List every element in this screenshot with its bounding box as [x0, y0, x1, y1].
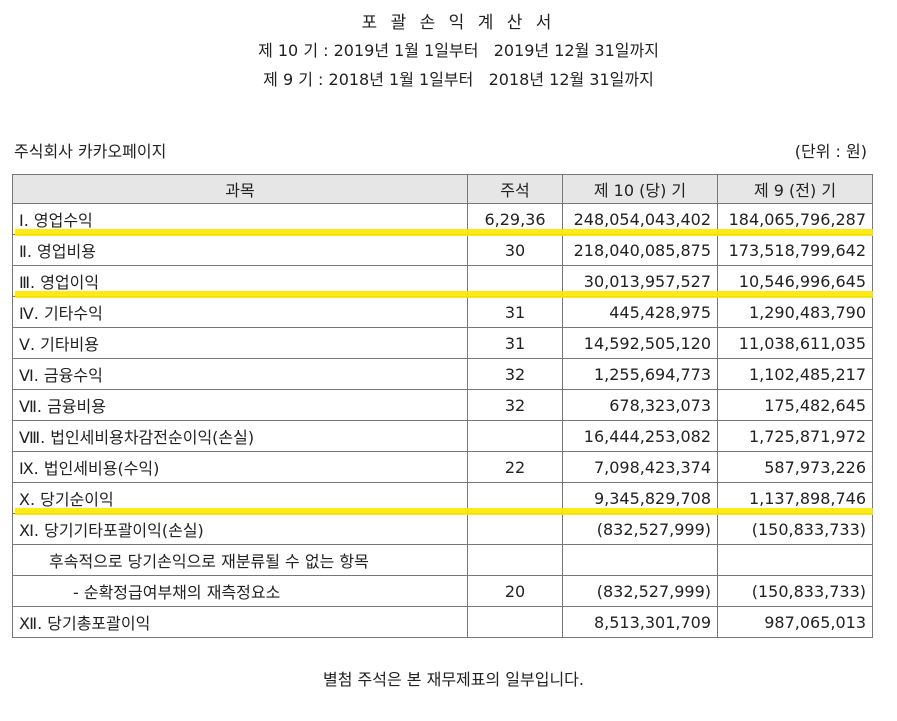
header-account: 과목	[12, 174, 468, 204]
table-row: - 순확정급여부채의 재측정요소 20 (832,527,999) (150,833,…	[12, 575, 873, 607]
row-current-amount	[562, 544, 718, 576]
row-note: 31	[467, 296, 563, 328]
row-current-amount: 678,323,073	[562, 389, 718, 421]
row-label: Ⅱ. 영업비용	[12, 234, 468, 266]
row-prior-amount: (150,833,733)	[717, 513, 873, 545]
row-note: 30	[467, 234, 563, 266]
table-row: Ⅴ. 기타비용 31 14,592,505,120 11,038,611,035	[12, 327, 873, 359]
row-current-amount: 8,513,301,709	[562, 606, 718, 638]
row-prior-amount	[717, 544, 873, 576]
table-row: Ⅱ. 영업비용 30 218,040,085,875 173,518,799,642	[12, 234, 873, 266]
row-prior-amount: 175,482,645	[717, 389, 873, 421]
row-note	[467, 513, 563, 545]
row-label: Ⅸ. 법인세비용(수익)	[12, 451, 468, 483]
header-note: 주석	[467, 174, 563, 204]
row-note: 32	[467, 389, 563, 421]
row-label: Ⅳ. 기타수익	[12, 296, 468, 328]
row-current-amount: 445,428,975	[562, 296, 718, 328]
row-note: 32	[467, 358, 563, 390]
statement-title: 포 괄 손 익 계 산 서	[361, 13, 556, 33]
row-label: Ⅶ. 금융비용	[12, 389, 468, 421]
statement-header: 포 괄 손 익 계 산 서 제 10 기 : 2019년 1월 1일부터 201…	[0, 10, 897, 94]
row-note	[467, 420, 563, 452]
row-prior-amount: 987,065,013	[717, 606, 873, 638]
row-prior-amount: 1,290,483,790	[717, 296, 873, 328]
row-note: 31	[467, 327, 563, 359]
row-prior-amount: (150,833,733)	[717, 575, 873, 607]
table-row: Ⅻ. 당기총포괄이익 8,513,301,709 987,065,013	[12, 606, 873, 638]
header-prior-period: 제 9 (전) 기	[717, 174, 873, 204]
row-prior-amount: 173,518,799,642	[717, 234, 873, 266]
row-note: 22	[467, 451, 563, 483]
row-label: Ⅵ. 금융수익	[12, 358, 468, 390]
highlight-stroke	[14, 228, 873, 236]
table-header-row: 과목 주석 제 10 (당) 기 제 9 (전) 기	[12, 174, 873, 204]
row-current-amount: (832,527,999)	[562, 513, 718, 545]
row-label: Ⅷ. 법인세비용차감전순이익(손실)	[12, 420, 468, 452]
row-prior-amount: 587,973,226	[717, 451, 873, 483]
row-prior-amount: 11,038,611,035	[717, 327, 873, 359]
row-prior-amount: 1,725,871,972	[717, 420, 873, 452]
row-label: Ⅴ. 기타비용	[12, 327, 468, 359]
company-name: 주식회사 카카오페이지	[14, 142, 167, 161]
table-row: Ⅺ. 당기기타포괄이익(손실) (832,527,999) (150,833,733…	[12, 513, 873, 545]
row-current-amount: 16,444,253,082	[562, 420, 718, 452]
row-current-amount: 7,098,423,374	[562, 451, 718, 483]
table-row: 후속적으로 당기손익으로 재분류될 수 없는 항목	[12, 544, 873, 576]
row-label: 후속적으로 당기손익으로 재분류될 수 없는 항목	[12, 544, 468, 576]
row-prior-amount: 1,102,485,217	[717, 358, 873, 390]
row-note	[467, 544, 563, 576]
table-row: Ⅶ. 금융비용 32 678,323,073 175,482,645	[12, 389, 873, 421]
income-statement-table: 과목 주석 제 10 (당) 기 제 9 (전) 기 Ⅰ. 영업수익 6,29,3…	[12, 174, 873, 638]
row-label: - 순확정급여부채의 재측정요소	[12, 575, 468, 607]
header-current-period: 제 10 (당) 기	[562, 174, 718, 204]
row-current-amount: 218,040,085,875	[562, 234, 718, 266]
row-note: 20	[467, 575, 563, 607]
unit-label: (단위 : 원)	[794, 142, 867, 161]
row-note	[467, 606, 563, 638]
table-row: Ⅷ. 법인세비용차감전순이익(손실) 16,444,253,082 1,725,87…	[12, 420, 873, 452]
table-row: Ⅸ. 법인세비용(수익) 22 7,098,423,374 587,973,226	[12, 451, 873, 483]
footer-note: 별첨 주석은 본 재무제표의 일부입니다.	[323, 670, 584, 689]
table-row: Ⅵ. 금융수익 32 1,255,694,773 1,102,485,217	[12, 358, 873, 390]
table-row: Ⅳ. 기타수익 31 445,428,975 1,290,483,790	[12, 296, 873, 328]
period-current: 제 10 기 : 2019년 1월 1일부터 2019년 12월 31일까지	[258, 41, 659, 60]
highlight-stroke	[14, 507, 873, 515]
row-current-amount: (832,527,999)	[562, 575, 718, 607]
row-label: Ⅻ. 당기총포괄이익	[12, 606, 468, 638]
row-current-amount: 1,255,694,773	[562, 358, 718, 390]
period-prior: 제 9 기 : 2018년 1월 1일부터 2018년 12월 31일까지	[263, 70, 654, 89]
highlight-stroke	[14, 290, 873, 298]
row-current-amount: 14,592,505,120	[562, 327, 718, 359]
row-label: Ⅺ. 당기기타포괄이익(손실)	[12, 513, 468, 545]
